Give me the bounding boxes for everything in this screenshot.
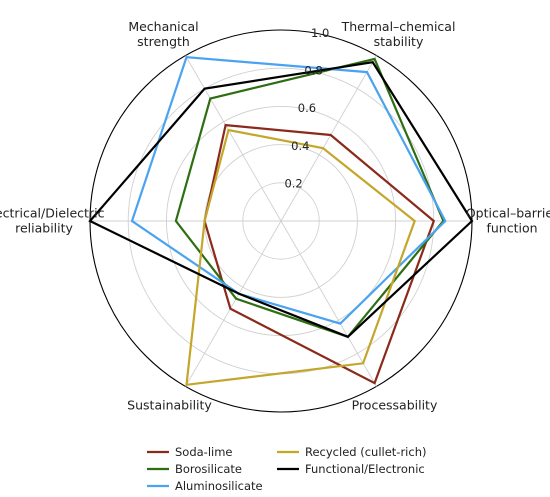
legend-label: Recycled (cullet-rich)	[305, 445, 426, 459]
series-line	[88, 61, 474, 339]
legend-label: Functional/Electronic	[305, 462, 425, 476]
axis-label: Optical–barrier function	[466, 206, 550, 236]
radial-tick-label: 0.2	[284, 176, 302, 190]
legend-label: Soda-lime	[175, 445, 233, 459]
radial-tick-label: 0.6	[298, 101, 316, 115]
grid-spoke	[280, 55, 377, 222]
axis-label: Processability	[352, 397, 438, 412]
radial-tick-labels: 0.2 0.4 0.6 0.8 1.0	[284, 26, 329, 190]
axis-label: Thermal–chemical stability	[341, 19, 456, 49]
radar-series	[88, 56, 474, 387]
grid-spoke	[280, 220, 377, 387]
series-line	[203, 123, 436, 385]
series-line	[185, 128, 417, 387]
radial-tick-label: 1.0	[311, 26, 329, 40]
legend-label: Borosilicate	[175, 462, 242, 476]
chart-legend: Soda-lime Borosilicate Aluminosilicate Recy…	[147, 445, 426, 493]
axis-category-labels: Optical–barrier function Thermal–chemical s…	[0, 19, 550, 412]
radial-tick-label: 0.4	[291, 139, 309, 153]
series-line	[130, 56, 447, 325]
axis-label: Sustainability	[127, 397, 212, 412]
radial-tick-label: 0.8	[304, 64, 322, 78]
axis-label: Mechanical strength	[128, 19, 198, 49]
legend-label: Aluminosilicate	[175, 479, 263, 493]
grid-spoke	[185, 220, 282, 387]
grid-spoke	[185, 55, 282, 222]
